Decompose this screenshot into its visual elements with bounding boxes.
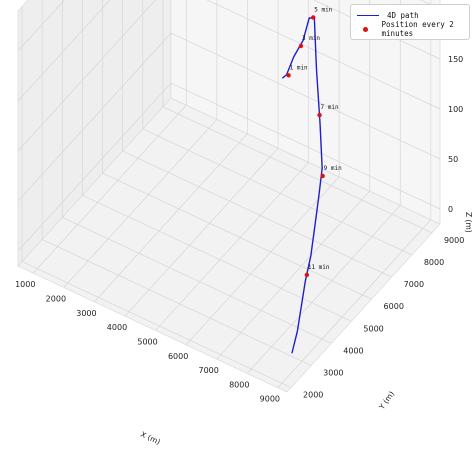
- axis-panes: [17, 0, 441, 393]
- x-gridline: [63, 0, 218, 288]
- y-tick-label: 2000: [303, 391, 323, 400]
- x-gridline: [277, 0, 432, 388]
- y-tick-label: 4000: [343, 346, 363, 355]
- annotations-layer: 1 min 3 min 5 min 7 min 9 min 11 min: [290, 6, 343, 270]
- time-annotation: 5 min: [314, 6, 332, 13]
- y-axis-label: Y (m): [377, 389, 397, 412]
- time-annotation: 1 min: [290, 64, 308, 71]
- legend-item-path: 4D path: [357, 8, 463, 22]
- path-line: [281, 17, 323, 354]
- x-tick-label: 3000: [76, 309, 96, 318]
- x-tick-label: 2000: [46, 294, 66, 303]
- x-tick-label: 4000: [107, 323, 127, 332]
- z-gridline: [17, 32, 441, 202]
- position-marker: [317, 112, 322, 118]
- y-tick-label: 6000: [384, 302, 404, 311]
- z-tick-label: 0: [448, 205, 453, 214]
- z-tick-label: 150: [448, 55, 463, 64]
- y-tick-label: 3000: [323, 368, 343, 377]
- z-gridline: [17, 82, 441, 252]
- legend-label-positions: Position every 2 minutes: [381, 20, 454, 38]
- y-gridline: [122, 0, 392, 278]
- x-tick-label: 6000: [168, 352, 188, 361]
- x-tick-label: 7000: [199, 366, 219, 375]
- legend: 4D path Position every 2 minutes: [350, 4, 470, 40]
- y-gridline: [61, 0, 332, 344]
- legend-label-path: 4D path: [387, 10, 419, 20]
- z-gridline: [17, 0, 441, 152]
- time-annotation: 3 min: [302, 35, 320, 42]
- y-gridline: [21, 6, 292, 388]
- x-axis-label: X (m): [139, 430, 162, 447]
- y-gridline: [82, 0, 352, 322]
- y-gridline: [142, 0, 412, 256]
- x-gridline: [185, 0, 340, 345]
- x-gridline: [155, 0, 309, 331]
- z-tick-label: 50: [448, 155, 458, 164]
- y-gridline: [162, 0, 433, 234]
- grid-lines: [17, 0, 441, 388]
- x-tick-label: 9000: [260, 395, 280, 404]
- legend-line-swatch: [357, 14, 379, 16]
- y-tick-label: 8000: [424, 258, 444, 267]
- y-tick-label: 9000: [444, 236, 464, 245]
- x-gridline: [94, 0, 248, 303]
- x-tick-label: 8000: [229, 380, 249, 389]
- left-wall-pane: [17, 0, 172, 268]
- time-annotation: 7 min: [321, 104, 339, 111]
- position-marker: [298, 43, 304, 49]
- position-marker: [304, 272, 310, 278]
- z-tick-label: 100: [448, 105, 463, 114]
- y-tick-label: 5000: [363, 324, 383, 333]
- z-axis-label: Z (m): [464, 212, 473, 233]
- x-tick-label: 5000: [137, 337, 157, 346]
- legend-item-positions: Position every 2 minutes: [357, 20, 463, 38]
- time-annotation: 11 min: [308, 264, 330, 271]
- series-layer: [281, 15, 325, 354]
- x-tick-label: 1000: [15, 280, 35, 289]
- y-gridline: [41, 0, 312, 366]
- position-marker: [286, 73, 291, 78]
- y-gridline: [102, 0, 372, 300]
- y-tick-label: 7000: [404, 280, 424, 289]
- position-marker: [311, 15, 316, 20]
- x-gridline: [33, 0, 187, 274]
- back-wall-pane: [170, 0, 441, 225]
- position-marker: [320, 173, 325, 179]
- time-annotation: 9 min: [324, 165, 342, 172]
- x-gridline: [124, 0, 279, 317]
- legend-dot-swatch: [357, 26, 374, 32]
